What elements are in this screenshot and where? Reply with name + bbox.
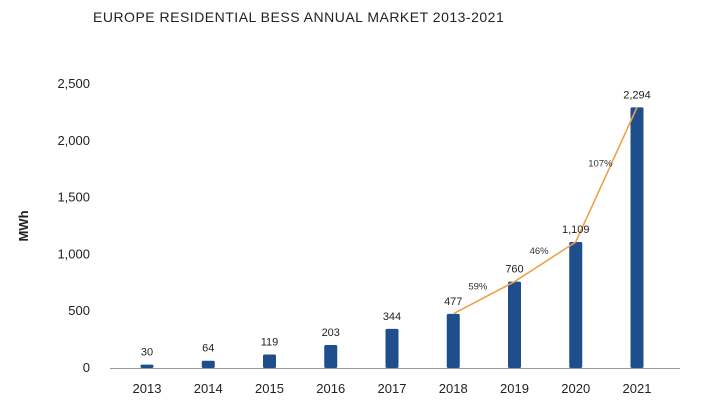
chart-title: EUROPE RESIDENTIAL BESS ANNUAL MARKET 20… xyxy=(93,9,505,25)
y-tick-label: 2,500 xyxy=(57,76,90,91)
data-label: 30 xyxy=(141,347,153,359)
data-label: 344 xyxy=(383,311,401,323)
bar xyxy=(569,242,583,368)
value-labels: 30 64 119 203 344 477 760 1,109 2,294 xyxy=(141,89,651,358)
data-label: 119 xyxy=(261,336,279,348)
growth-label: 46% xyxy=(530,246,550,257)
y-axis-ticks: 0 500 1,000 1,500 2,000 2,500 xyxy=(57,76,90,375)
data-label: 64 xyxy=(202,343,214,355)
bar xyxy=(446,313,460,368)
x-tick-label: 2020 xyxy=(561,381,590,396)
bar xyxy=(324,344,338,368)
y-tick-label: 1,000 xyxy=(57,246,90,261)
x-tick-label: 2015 xyxy=(255,381,284,396)
bar xyxy=(508,281,521,368)
bar xyxy=(385,328,399,368)
y-axis-label: MWh xyxy=(16,210,31,241)
y-tick-label: 1,500 xyxy=(57,190,90,205)
x-tick-label: 2017 xyxy=(378,381,407,396)
bar xyxy=(263,354,276,368)
trend-line xyxy=(452,107,638,315)
growth-label: 107% xyxy=(588,159,613,170)
y-tick-label: 0 xyxy=(83,360,90,375)
x-tick-label: 2014 xyxy=(194,381,223,396)
y-tick-label: 2,000 xyxy=(57,133,90,148)
y-tick-label: 500 xyxy=(68,303,90,318)
x-tick-label: 2018 xyxy=(439,381,468,396)
data-label: 760 xyxy=(505,264,523,276)
data-label: 2,294 xyxy=(623,89,651,101)
bar xyxy=(140,364,154,368)
bars xyxy=(140,107,644,368)
data-label: 477 xyxy=(444,296,462,308)
growth-labels: 59% 46% 107% xyxy=(468,159,613,293)
x-tick-label: 2021 xyxy=(623,381,652,396)
bar xyxy=(630,107,644,368)
x-tick-label: 2013 xyxy=(133,381,162,396)
data-label: 203 xyxy=(322,327,340,339)
data-label: 1,109 xyxy=(562,224,590,236)
growth-label: 59% xyxy=(468,282,488,293)
x-tick-label: 2016 xyxy=(316,381,345,396)
x-axis-ticks: 2013 2014 2015 2016 2017 2018 2019 2020 2021 xyxy=(133,381,652,396)
bar xyxy=(201,360,215,368)
x-tick-label: 2019 xyxy=(500,381,529,396)
